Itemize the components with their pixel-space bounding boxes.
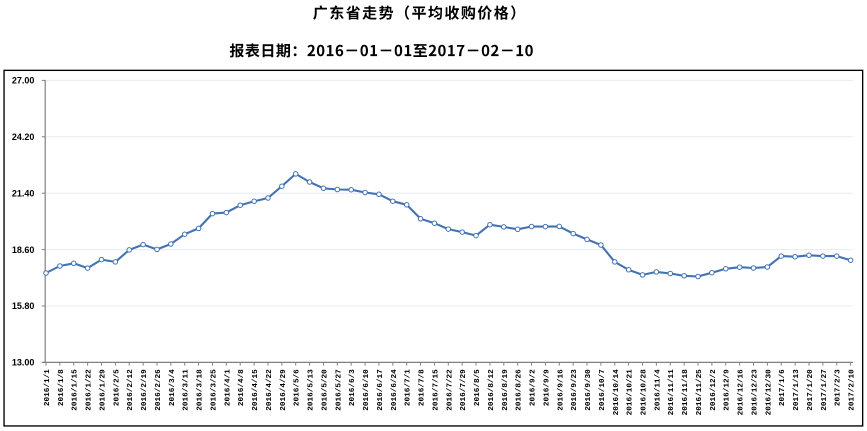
svg-text:2016/2/19: 2016/2/19 bbox=[141, 369, 149, 411]
svg-text:2016/6/10: 2016/6/10 bbox=[363, 369, 371, 411]
svg-text:2017/2/3: 2017/2/3 bbox=[835, 369, 843, 406]
svg-text:2016/3/25: 2016/3/25 bbox=[210, 369, 218, 411]
svg-text:2016/12/16: 2016/12/16 bbox=[738, 369, 746, 416]
svg-text:2016/12/2: 2016/12/2 bbox=[710, 369, 718, 411]
svg-text:2016/11/18: 2016/11/18 bbox=[682, 369, 690, 416]
svg-text:2016/7/8: 2016/7/8 bbox=[419, 369, 427, 406]
svg-text:2016/7/29: 2016/7/29 bbox=[460, 369, 468, 411]
svg-text:2016/7/15: 2016/7/15 bbox=[432, 369, 440, 411]
svg-text:2016/10/14: 2016/10/14 bbox=[613, 369, 621, 416]
svg-text:2016/12/9: 2016/12/9 bbox=[724, 369, 732, 411]
svg-text:2016/3/11: 2016/3/11 bbox=[183, 369, 191, 411]
svg-text:27.00: 27.00 bbox=[12, 76, 35, 86]
svg-text:2016/9/23: 2016/9/23 bbox=[571, 369, 579, 411]
svg-text:2016/3/18: 2016/3/18 bbox=[197, 369, 205, 411]
svg-text:2017/2/10: 2017/2/10 bbox=[849, 369, 857, 411]
svg-text:2016/11/25: 2016/11/25 bbox=[696, 369, 704, 416]
svg-text:2016/12/30: 2016/12/30 bbox=[765, 369, 773, 416]
svg-text:2016/9/16: 2016/9/16 bbox=[557, 369, 565, 411]
svg-text:2016/9/30: 2016/9/30 bbox=[585, 369, 593, 411]
svg-text:2016/6/17: 2016/6/17 bbox=[377, 369, 385, 411]
svg-text:2017/1/27: 2017/1/27 bbox=[821, 369, 829, 411]
svg-text:2016/4/22: 2016/4/22 bbox=[266, 369, 274, 411]
svg-text:2016/2/12: 2016/2/12 bbox=[127, 369, 135, 411]
svg-text:2016/4/29: 2016/4/29 bbox=[280, 369, 288, 411]
svg-text:2016/4/1: 2016/4/1 bbox=[224, 369, 232, 406]
svg-text:2016/2/26: 2016/2/26 bbox=[155, 369, 163, 411]
svg-text:2016/8/5: 2016/8/5 bbox=[474, 369, 482, 406]
svg-text:2017/1/20: 2017/1/20 bbox=[807, 369, 815, 411]
svg-text:2016/9/2: 2016/9/2 bbox=[530, 369, 538, 406]
svg-text:13.00: 13.00 bbox=[12, 358, 35, 368]
svg-text:2016/9/9: 2016/9/9 bbox=[543, 369, 551, 406]
svg-text:2016/12/23: 2016/12/23 bbox=[751, 369, 759, 416]
svg-text:2016/8/19: 2016/8/19 bbox=[502, 369, 510, 411]
svg-text:2016/10/21: 2016/10/21 bbox=[627, 369, 635, 416]
svg-text:2016/1/22: 2016/1/22 bbox=[86, 369, 94, 411]
svg-text:2016/5/27: 2016/5/27 bbox=[335, 369, 343, 411]
svg-text:2016/7/22: 2016/7/22 bbox=[446, 369, 454, 411]
svg-text:2016/3/4: 2016/3/4 bbox=[169, 369, 177, 406]
svg-text:2016/5/20: 2016/5/20 bbox=[321, 369, 329, 411]
svg-text:2016/1/15: 2016/1/15 bbox=[72, 369, 80, 411]
svg-text:2016/10/7: 2016/10/7 bbox=[599, 369, 607, 411]
svg-text:2016/1/8: 2016/1/8 bbox=[58, 369, 66, 406]
svg-text:2016/8/26: 2016/8/26 bbox=[516, 369, 524, 411]
svg-text:2016/1/1: 2016/1/1 bbox=[44, 369, 52, 406]
svg-text:15.80: 15.80 bbox=[12, 301, 35, 311]
svg-text:2016/4/15: 2016/4/15 bbox=[252, 369, 260, 411]
svg-text:2016/4/8: 2016/4/8 bbox=[238, 369, 246, 406]
svg-text:2016/10/28: 2016/10/28 bbox=[641, 369, 649, 416]
svg-text:2016/1/29: 2016/1/29 bbox=[99, 369, 107, 411]
svg-text:2016/11/4: 2016/11/4 bbox=[654, 369, 662, 411]
svg-text:2016/6/24: 2016/6/24 bbox=[391, 369, 399, 411]
svg-text:2016/7/1: 2016/7/1 bbox=[405, 369, 413, 406]
svg-text:24.20: 24.20 bbox=[12, 132, 35, 142]
svg-text:21.40: 21.40 bbox=[12, 188, 35, 198]
svg-text:18.60: 18.60 bbox=[12, 245, 35, 255]
svg-text:2017/1/6: 2017/1/6 bbox=[779, 369, 787, 406]
svg-text:2016/2/5: 2016/2/5 bbox=[113, 369, 121, 406]
svg-text:2016/5/6: 2016/5/6 bbox=[294, 369, 302, 406]
svg-text:2017/1/13: 2017/1/13 bbox=[793, 369, 801, 411]
svg-text:2016/5/13: 2016/5/13 bbox=[308, 369, 316, 411]
svg-text:2016/11/11: 2016/11/11 bbox=[668, 369, 676, 416]
svg-text:2016/8/12: 2016/8/12 bbox=[488, 369, 496, 411]
svg-text:2016/6/3: 2016/6/3 bbox=[349, 369, 357, 406]
